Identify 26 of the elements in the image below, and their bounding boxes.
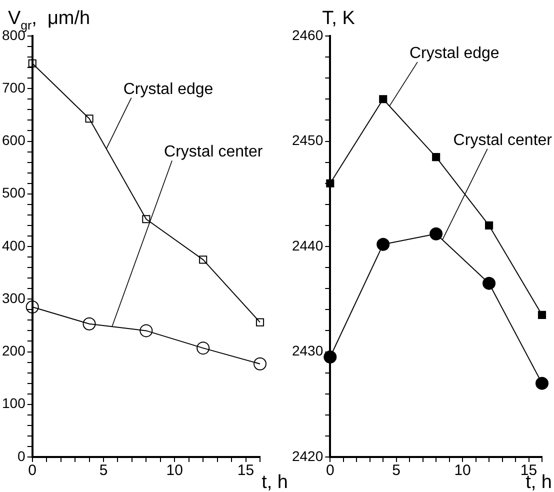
x-tick-label: 10	[166, 462, 183, 480]
x-tick-label: 5	[99, 462, 108, 480]
y-tick-label: 2450	[292, 132, 324, 148]
x-tick-label: 15	[237, 462, 254, 480]
text: Crystal center	[164, 144, 264, 161]
x-tick-label: 10	[454, 462, 471, 480]
x-tick-label: 5	[392, 462, 401, 480]
y-tick-label: 2420	[292, 448, 324, 464]
text: Crystal center	[453, 132, 553, 149]
y-tick-label: 2430	[292, 342, 324, 359]
y-tick-label: 2440	[292, 237, 324, 254]
y-tick-label: 100	[2, 395, 26, 412]
text: Crystal edge	[409, 45, 500, 62]
y-tick-label: 300	[2, 290, 26, 306]
x-axis-title: t, h	[262, 472, 288, 492]
y-axis-title: T, K	[322, 8, 356, 29]
y-tick-label: 0	[18, 448, 26, 464]
y-tick-label: 400	[2, 237, 26, 254]
x-tick-label: 0	[326, 462, 334, 480]
text: Crystal edge	[123, 80, 214, 98]
y-tick-label: 700	[2, 79, 26, 96]
x-tick-label: 0	[28, 462, 37, 480]
y-tick-label: 2460	[292, 26, 324, 43]
y-tick-label: 600	[2, 132, 26, 148]
y-tick-label: 500	[2, 184, 26, 201]
y-tick-label: 200	[2, 342, 26, 359]
